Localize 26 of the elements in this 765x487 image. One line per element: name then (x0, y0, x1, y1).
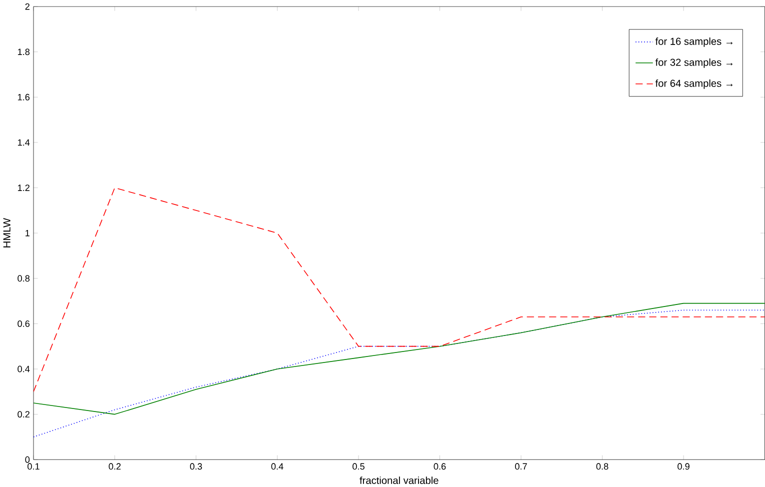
x-tick-label: 0.4 (271, 462, 284, 470)
y-tick-label: 0.2 (18, 410, 30, 418)
y-tick-label: 1.8 (18, 48, 30, 55)
y-tick-label: 1 (26, 230, 30, 236)
legend-label: for 64 samples → (655, 79, 732, 89)
y-tick-label: 0.6 (18, 320, 30, 327)
x-tick-label: 0.1 (28, 462, 40, 470)
y-tick-label: 1.4 (18, 139, 30, 146)
y-tick-label: 0.8 (18, 274, 30, 282)
x-tick-label: 0.5 (352, 462, 364, 470)
legend-label: for 16 samples → (655, 37, 732, 47)
y-tick-label: 0 (25, 456, 30, 463)
x-tick-label: 0.2 (108, 462, 121, 470)
x-tick-label: 0.3 (190, 462, 202, 470)
line-series (34, 302, 765, 415)
x-tick-label: 0.9 (678, 462, 690, 470)
x-axis-title: fractional variable (360, 476, 438, 484)
legend-label: for 32 samples → (655, 58, 732, 68)
x-tick-label: 0.7 (515, 462, 527, 470)
y-tick-label: 1.6 (18, 94, 30, 100)
y-tick-label: 2 (25, 3, 30, 10)
y-tick-label: 1.2 (18, 184, 30, 191)
x-tick-label: 0.6 (434, 462, 446, 470)
x-tick-label: 0.8 (596, 462, 608, 470)
y-tick-label: 0.4 (18, 366, 30, 372)
y-axis-title: HMLW (3, 218, 10, 248)
